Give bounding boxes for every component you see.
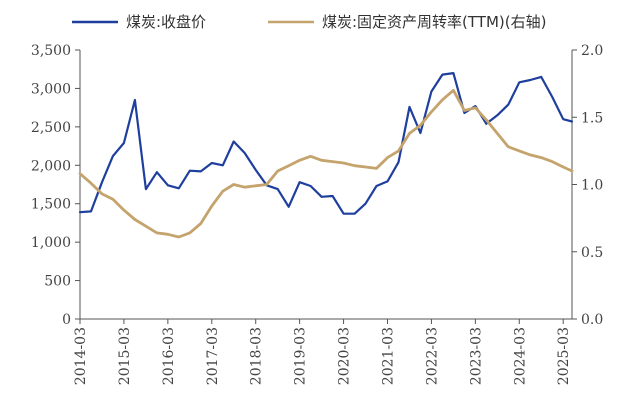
axes: 0 500 1,000 1,500 2,000 2,500 3,000 3,500 0.0 0.5… [31,43,603,385]
right-y-tick-label: 2.0 [581,43,603,59]
series-line-turnover [78,88,574,239]
right-y-tick-label: 0.0 [581,312,603,328]
left-y-tick-label: 500 [44,274,71,290]
left-y-tick-label: 1,500 [31,197,71,213]
right-y-tick-label: 1.5 [581,110,603,126]
x-tick-label: 2024-03 [512,327,528,385]
legend-label-close-price: 煤炭:收盘价 [126,13,206,31]
x-tick-label: 2018-03 [249,327,265,385]
left-y-tick-label: 3,000 [31,81,71,97]
x-tick-label: 2019-03 [293,327,309,385]
legend: 煤炭:收盘价 煤炭:固定资产周转率(TTM)(右轴) [72,13,546,31]
plot-area [78,71,574,239]
left-y-tick-label: 1,000 [31,235,71,251]
x-tick-label: 2016-03 [161,327,177,385]
series-line-close-price [78,71,574,215]
x-tick-label: 2017-03 [205,327,221,385]
right-y-tick-label: 0.5 [581,245,603,261]
x-tick-label: 2021-03 [381,327,397,385]
left-y-tick-label: 3,500 [31,43,71,59]
right-y-tick-label: 1.0 [581,178,603,194]
left-y-tick-label: 0 [62,312,71,328]
left-y-tick-label: 2,500 [31,120,71,136]
x-tick-label: 2015-03 [117,327,133,385]
x-tick-label: 2025-03 [556,327,572,385]
x-tick-label: 2014-03 [73,327,89,385]
x-tick-label: 2023-03 [468,327,484,385]
x-tick-label: 2020-03 [337,327,353,385]
x-tick-label: 2022-03 [424,327,440,385]
legend-label-turnover: 煤炭:固定资产周转率(TTM)(右轴) [322,13,546,31]
left-y-tick-label: 2,000 [31,158,71,174]
